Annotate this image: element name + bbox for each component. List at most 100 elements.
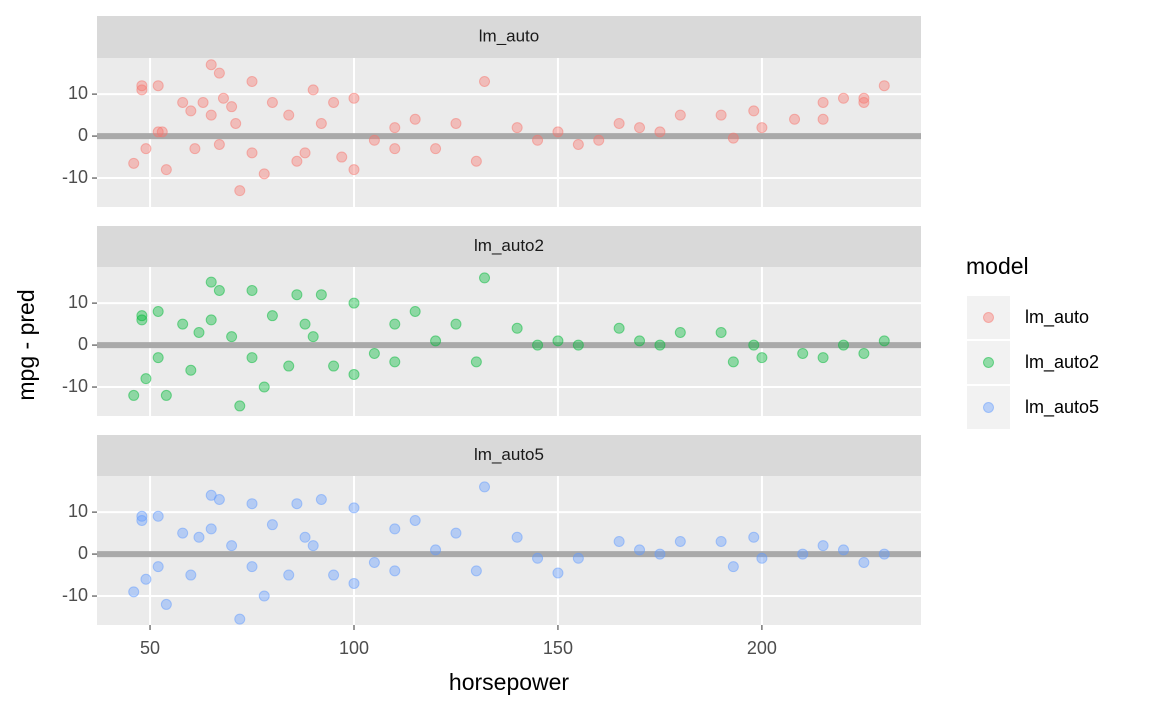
strip xyxy=(97,16,921,58)
point xyxy=(715,109,727,121)
point xyxy=(858,96,870,108)
point xyxy=(348,297,360,309)
y-tick-label: -10 xyxy=(62,376,88,396)
point xyxy=(748,339,760,351)
strip-label: lm_auto xyxy=(479,26,539,45)
point xyxy=(266,310,278,322)
point xyxy=(258,168,270,180)
legend-marker xyxy=(983,357,994,368)
point xyxy=(160,389,172,401)
point xyxy=(185,569,197,581)
point xyxy=(160,164,172,176)
point xyxy=(572,552,584,564)
point xyxy=(593,134,605,146)
point xyxy=(572,138,584,150)
point xyxy=(409,113,421,125)
point xyxy=(136,80,148,92)
point xyxy=(307,540,319,552)
point xyxy=(511,322,523,334)
point xyxy=(817,540,829,552)
point xyxy=(226,331,238,343)
y-tick-label: 10 xyxy=(68,292,88,312)
point xyxy=(389,318,401,330)
point xyxy=(450,527,462,539)
point xyxy=(336,151,348,163)
point xyxy=(837,544,849,556)
point xyxy=(152,352,164,364)
point xyxy=(328,96,340,108)
point xyxy=(654,548,666,560)
point xyxy=(837,92,849,104)
point xyxy=(213,285,225,297)
point xyxy=(674,109,686,121)
point xyxy=(878,335,890,347)
point xyxy=(185,364,197,376)
point xyxy=(226,540,238,552)
point xyxy=(450,117,462,129)
point xyxy=(479,76,491,88)
panel xyxy=(97,58,921,207)
point xyxy=(613,535,625,547)
point xyxy=(246,498,258,510)
point xyxy=(479,481,491,493)
strip xyxy=(97,226,921,267)
legend-key xyxy=(967,386,1010,429)
x-tick-label: 50 xyxy=(140,638,160,658)
point xyxy=(756,122,768,134)
point xyxy=(817,113,829,125)
point xyxy=(613,117,625,129)
point xyxy=(389,122,401,134)
point xyxy=(572,339,584,351)
point xyxy=(258,381,270,393)
point xyxy=(283,360,295,372)
point xyxy=(470,565,482,577)
point xyxy=(217,92,229,104)
legend-marker xyxy=(983,402,994,413)
point xyxy=(197,96,209,108)
point xyxy=(315,117,327,129)
legend-title: model xyxy=(966,253,1029,279)
point xyxy=(291,155,303,167)
point xyxy=(140,573,152,585)
point xyxy=(368,556,380,568)
point xyxy=(205,276,217,288)
panel xyxy=(97,267,921,416)
point xyxy=(136,514,148,526)
y-tick-label: -10 xyxy=(62,167,88,187)
point xyxy=(430,544,442,556)
point xyxy=(266,519,278,531)
point xyxy=(156,126,168,138)
y-tick-label: 10 xyxy=(68,501,88,521)
legend-label: lm_auto5 xyxy=(1025,397,1099,418)
point xyxy=(307,84,319,96)
point xyxy=(128,157,140,169)
point xyxy=(205,109,217,121)
y-tick-label: 0 xyxy=(78,334,88,354)
point xyxy=(430,143,442,155)
point xyxy=(177,96,189,108)
point xyxy=(348,502,360,514)
point xyxy=(715,535,727,547)
point xyxy=(205,523,217,535)
point xyxy=(234,400,246,412)
point xyxy=(205,314,217,326)
point xyxy=(189,143,201,155)
point xyxy=(328,569,340,581)
point xyxy=(205,59,217,71)
point xyxy=(748,531,760,543)
point xyxy=(797,347,809,359)
point xyxy=(634,335,646,347)
point xyxy=(389,523,401,535)
point xyxy=(152,126,164,138)
point xyxy=(348,164,360,176)
x-axis-label: horsepower xyxy=(449,669,570,695)
point xyxy=(389,356,401,368)
point xyxy=(291,289,303,301)
point xyxy=(213,494,225,506)
point xyxy=(283,569,295,581)
point xyxy=(213,67,225,79)
point xyxy=(368,347,380,359)
point xyxy=(756,352,768,364)
point xyxy=(230,117,242,129)
